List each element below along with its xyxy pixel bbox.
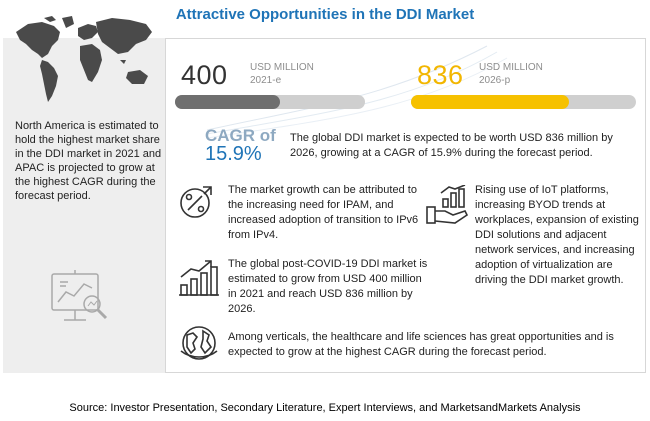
end-unit: USD MILLION (479, 62, 543, 73)
cagr-description: The global DDI market is expected to be … (290, 132, 613, 159)
end-year: 2026-p (479, 75, 511, 86)
start-progress-bar (175, 95, 365, 109)
percent-growth-icon (180, 186, 212, 218)
bar-chart-growth-icon (179, 260, 219, 296)
start-progress-fill (175, 95, 280, 109)
region-summary-text: North America is estimated to hold the h… (15, 120, 162, 202)
start-unit: USD MILLION (250, 62, 314, 73)
data-analysis-icon (51, 270, 108, 321)
hand-growth-icon (426, 185, 469, 224)
iot-insight-text: Rising use of IoT platforms, increasing … (475, 184, 639, 286)
decorative-swoosh-icon (206, 45, 508, 138)
world-map-icon (16, 16, 152, 102)
cagr-value: 15.9% (205, 143, 262, 165)
growth-insight-text: The market growth can be attributed to t… (228, 184, 419, 241)
end-progress-bar (411, 95, 636, 109)
end-progress-fill (411, 95, 569, 109)
start-value: 400 (181, 60, 228, 90)
verticals-insight-text: Among verticals, the healthcare and life… (228, 331, 614, 358)
left-panel (3, 38, 166, 373)
healthcare-globe-icon (180, 326, 218, 360)
page-title: Attractive Opportunities in the DDI Mark… (175, 6, 475, 23)
end-value: 836 (417, 60, 464, 90)
source-note: Source: Investor Presentation, Secondary… (69, 402, 581, 414)
covid-insight-text: The global post-COVID-19 DDI market is e… (228, 258, 428, 315)
start-year: 2021-e (250, 75, 282, 86)
cagr-label: CAGR of (205, 126, 276, 145)
